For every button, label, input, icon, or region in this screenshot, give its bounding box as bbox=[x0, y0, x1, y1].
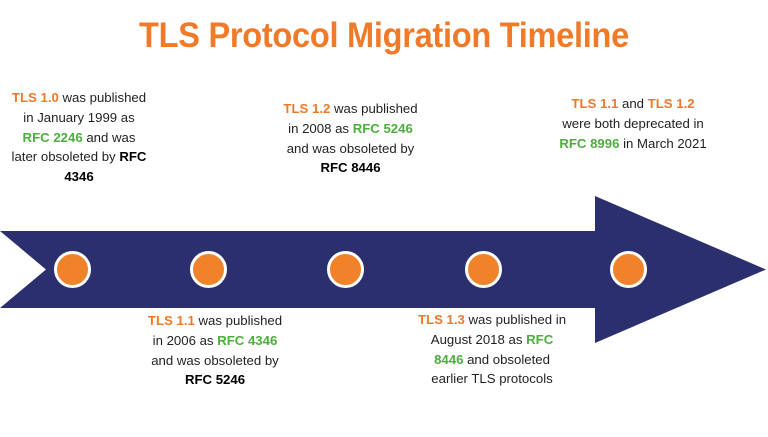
note-rfc-bold-token: RFC 5246 bbox=[184, 372, 246, 388]
timeline-note-tls-1-2: TLS 1.2 was published in 2008 as RFC 524… bbox=[283, 101, 418, 176]
note-version-token: TLS 1.0 bbox=[11, 90, 59, 105]
timeline-note-tls-1-0: TLS 1.0 was published in January 1999 as… bbox=[11, 90, 147, 185]
arrow-body-shape bbox=[0, 196, 766, 343]
note-rfc-token: RFC 5246 bbox=[352, 120, 413, 136]
timeline-note-tls-1-1: TLS 1.1 was published in 2006 as RFC 434… bbox=[147, 313, 283, 388]
note-version-token: TLS 1.1 bbox=[571, 96, 619, 111]
timeline-node-marker-3[interactable] bbox=[327, 251, 364, 288]
note-version-token: TLS 1.1 bbox=[147, 313, 195, 328]
note-rfc-token: RFC 8446 bbox=[434, 331, 554, 367]
timeline-node-marker-4[interactable] bbox=[465, 251, 502, 288]
note-rfc-token: RFC 4346 bbox=[217, 332, 278, 348]
note-rfc-token: RFC 8996 bbox=[559, 135, 620, 151]
page-title: TLS Protocol Migration Timeline bbox=[139, 16, 629, 55]
note-rfc-bold-token: RFC 4346 bbox=[64, 149, 147, 185]
timeline-node-marker-5[interactable] bbox=[610, 251, 647, 288]
note-version-token: TLS 1.3 bbox=[417, 312, 465, 327]
timeline-node-marker-1[interactable] bbox=[54, 251, 91, 288]
timeline-note-tls-1-3: TLS 1.3 was published in August 2018 as … bbox=[417, 312, 567, 387]
note-rfc-bold-token: RFC 8446 bbox=[320, 160, 381, 176]
timeline-note-deprecation: TLS 1.1 and TLS 1.2 were both deprecated… bbox=[559, 96, 707, 151]
timeline-node-marker-2[interactable] bbox=[190, 251, 227, 288]
note-version-token: TLS 1.2 bbox=[647, 96, 695, 111]
note-rfc-token: RFC 2246 bbox=[22, 129, 83, 145]
note-version-token: TLS 1.2 bbox=[283, 101, 331, 116]
